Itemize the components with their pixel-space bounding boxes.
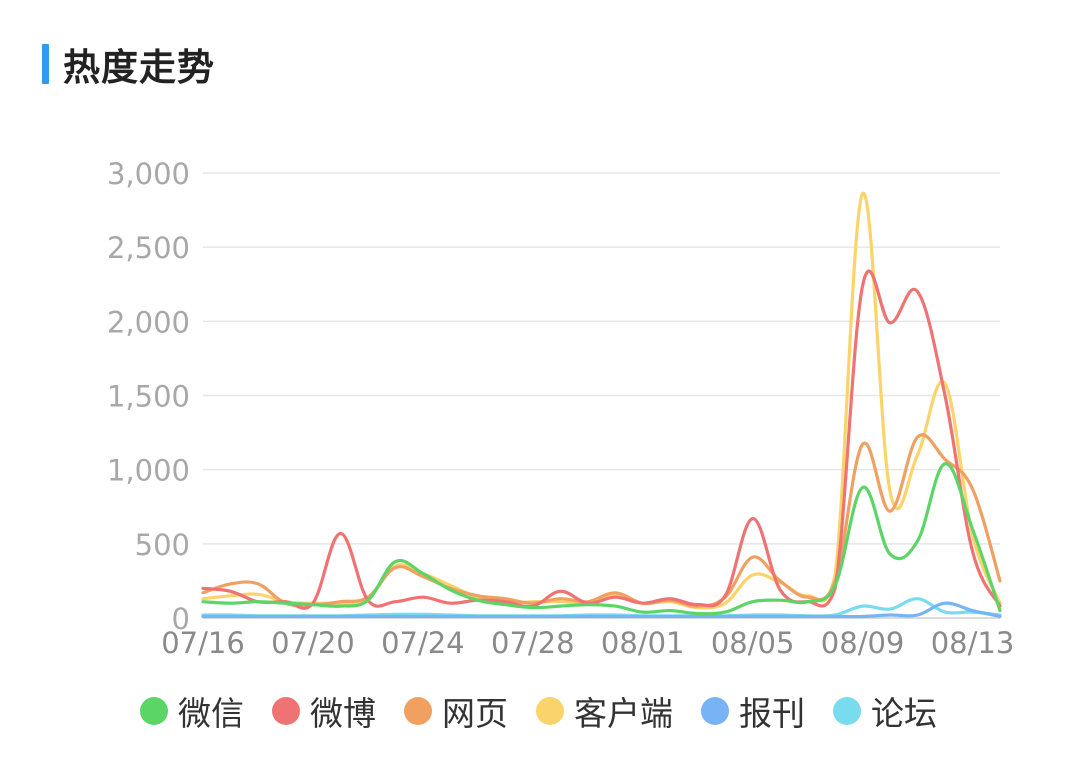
- chart-legend: 微信 微博 网页 客户端 报刊 论坛: [140, 687, 965, 735]
- series-line-微博: [201, 269, 1002, 610]
- legend-label: 客户端: [574, 694, 673, 733]
- y-tick-label: 2,000: [107, 305, 190, 339]
- series-line-微信: [201, 462, 1002, 616]
- title-accent-bar: [42, 44, 49, 84]
- legend-item-web[interactable]: 网页: [404, 687, 508, 735]
- series-line-客户端: [201, 192, 1002, 610]
- y-tick-label: 1,500: [107, 380, 190, 414]
- y-tick-label: 2,500: [107, 231, 190, 265]
- y-tick-label: 3,000: [107, 157, 190, 191]
- legend-item-wechat[interactable]: 微信: [140, 687, 244, 735]
- y-tick-label: 0: [172, 602, 190, 636]
- legend-item-forum[interactable]: 论坛: [833, 687, 937, 735]
- x-tick-label: 08/05: [711, 626, 795, 660]
- series-line-报刊: [201, 601, 1002, 619]
- x-tick-label: 07/24: [381, 626, 465, 660]
- chart-header: 热度走势: [42, 40, 215, 89]
- legend-marker-icon: [140, 697, 168, 725]
- page-title: 热度走势: [63, 46, 215, 89]
- legend-marker-icon: [701, 697, 729, 725]
- y-tick-label: 500: [135, 528, 190, 562]
- x-tick-label: 07/28: [491, 626, 575, 660]
- x-tick-label: 07/20: [271, 626, 355, 660]
- x-tick-label: 08/09: [821, 626, 905, 660]
- legend-marker-icon: [272, 697, 300, 725]
- x-tick-label: 08/01: [601, 626, 685, 660]
- legend-label: 微博: [310, 694, 376, 733]
- legend-label: 报刊: [739, 694, 805, 733]
- legend-label: 微信: [178, 694, 244, 733]
- y-tick-label: 1,000: [107, 454, 190, 488]
- x-tick-label: 08/13: [931, 626, 1015, 660]
- legend-item-newspaper[interactable]: 报刊: [701, 687, 805, 735]
- legend-label: 论坛: [871, 694, 937, 733]
- legend-item-weibo[interactable]: 微博: [272, 687, 376, 735]
- legend-item-client[interactable]: 客户端: [536, 687, 673, 735]
- x-tick-label: 07/16: [161, 626, 245, 660]
- legend-marker-icon: [404, 697, 432, 725]
- series-line-网页: [201, 433, 1002, 608]
- legend-marker-icon: [536, 697, 564, 725]
- legend-marker-icon: [833, 697, 861, 725]
- legend-label: 网页: [442, 694, 508, 733]
